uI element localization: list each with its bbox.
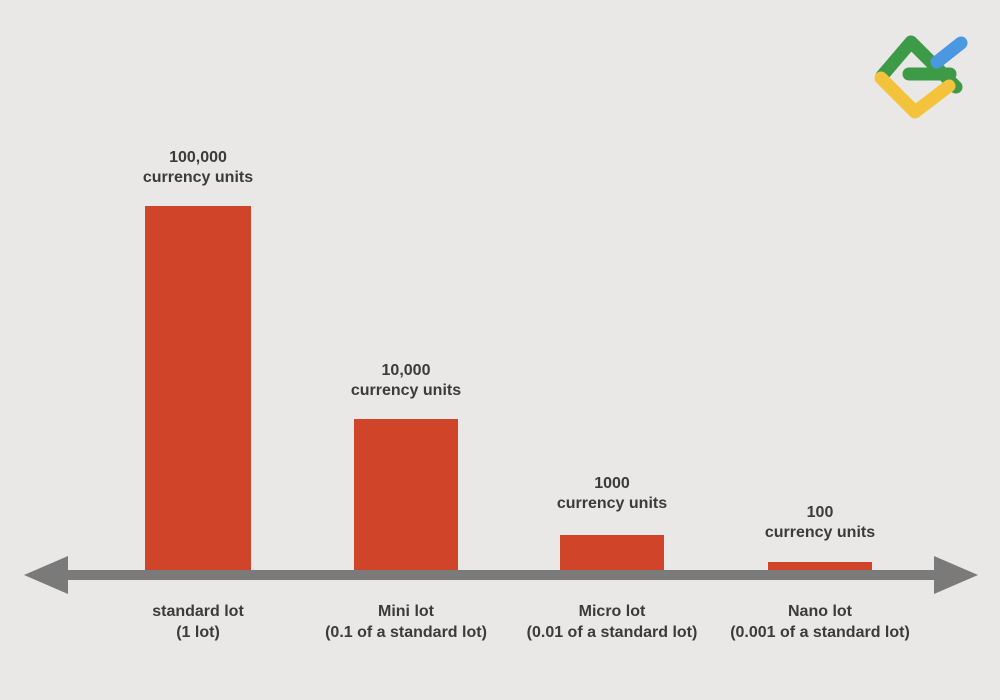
axis-left-arrowhead-icon [24,556,68,594]
category-label-micro-lot: Micro lot (0.01 of a standard lot) [492,601,732,643]
value-amount: 100,000 [169,149,227,166]
category-label-standard-lot: standard lot (1 lot) [78,601,318,643]
liteforex-logo-icon [874,35,968,119]
value-amount: 10,000 [381,362,431,379]
bar-nano-lot [768,562,872,570]
category-detail: (0.01 of a standard lot) [526,624,698,641]
value-unit: currency units [350,382,462,399]
bar-standard-lot [145,206,251,570]
value-label-standard-lot: 100,000 currency units [88,148,308,188]
value-unit: currency units [556,495,668,512]
category-detail: (0.1 of a standard lot) [325,624,487,641]
bar-mini-lot [354,419,458,570]
value-label-mini-lot: 10,000 currency units [296,361,516,401]
category-name: Mini lot [378,603,434,620]
bar-micro-lot [560,535,664,570]
category-label-mini-lot: Mini lot (0.1 of a standard lot) [286,601,526,643]
x-axis-line [42,570,958,580]
logo-yellow-check [874,71,956,119]
value-label-nano-lot: 100 currency units [710,503,930,543]
value-unit: currency units [764,524,876,541]
category-name: standard lot [152,603,244,620]
category-name: Nano lot [788,603,852,620]
category-detail: (0.001 of a standard lot) [730,624,910,641]
logo-blue-segment [930,36,968,69]
category-label-nano-lot: Nano lot (0.001 of a standard lot) [700,601,940,643]
value-unit: currency units [142,169,254,186]
value-amount: 1000 [594,475,630,492]
axis-right-arrowhead-icon [934,556,978,594]
category-detail: (1 lot) [176,624,220,641]
category-name: Micro lot [578,603,646,620]
value-amount: 100 [806,504,834,521]
value-label-micro-lot: 1000 currency units [502,474,722,514]
